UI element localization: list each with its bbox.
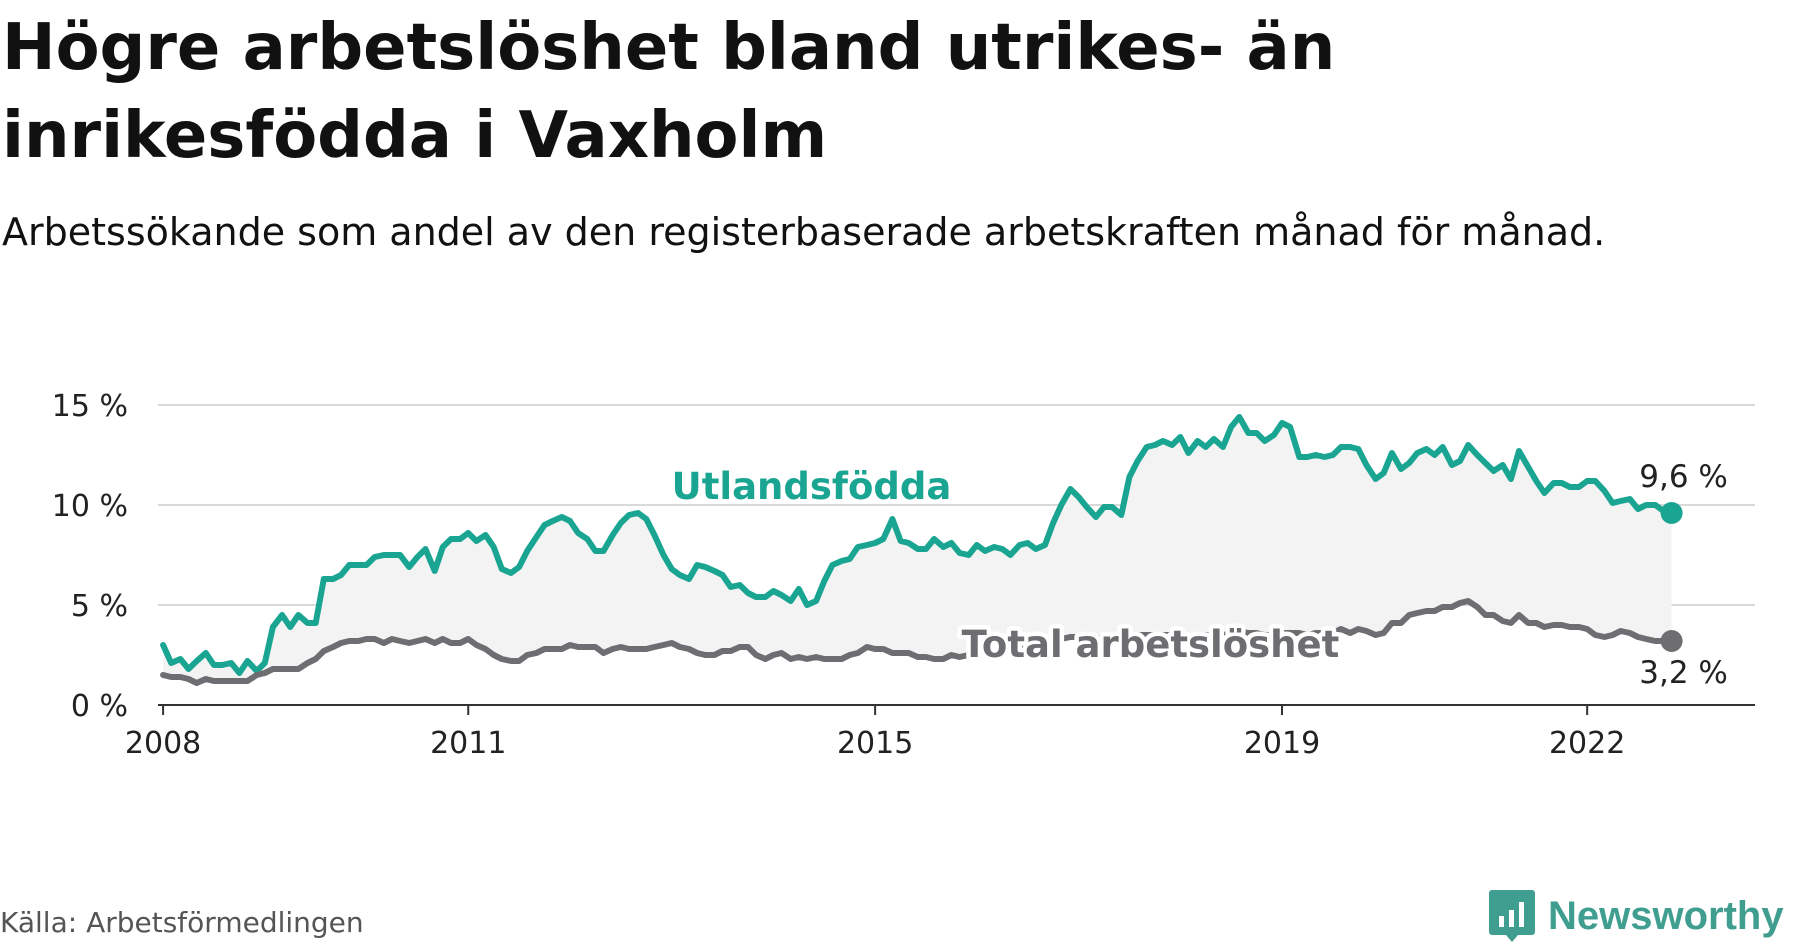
series-label-total: Total arbetslöshet [962, 623, 1340, 666]
series-line-utlandsfodda [160, 414, 1675, 676]
source-note: Källa: Arbetsförmedlingen [0, 906, 364, 939]
newsworthy-logo-icon [1489, 890, 1535, 942]
end-label-total: 3,2 % [1639, 655, 1728, 691]
chart-subtitle: Arbetssökande som andel av den registerb… [2, 210, 1606, 254]
newsworthy-logo: Newsworthy [1488, 886, 1784, 946]
x-tick-label: 2022 [1549, 726, 1625, 761]
end-label-utlandsfodda: 9,6 % [1639, 459, 1728, 495]
y-tick-label: 15 % [52, 389, 128, 424]
brand-name: Newsworthy [1548, 893, 1784, 938]
line-chart: 0 % 5 % 10 % 15 % 2008 2011 2015 2019 2022 Utland… [52, 389, 1755, 761]
chart-title: Högre arbetslöshet bland utrikes- än inr… [2, 11, 1336, 173]
x-tick-label: 2011 [430, 726, 506, 761]
x-tick-label: 2008 [125, 726, 201, 761]
end-point-total [1660, 630, 1683, 652]
y-tick-label: 5 % [71, 589, 128, 624]
x-tick-label: 2019 [1244, 726, 1320, 761]
series-line-total [160, 598, 1675, 686]
series-label-utlandsfodda: Utlandsfödda [672, 465, 952, 508]
x-tick-label: 2015 [837, 726, 913, 761]
y-tick-label: 0 % [71, 689, 128, 724]
end-point-utlandsfodda [1660, 502, 1683, 524]
y-tick-label: 10 % [52, 489, 128, 524]
